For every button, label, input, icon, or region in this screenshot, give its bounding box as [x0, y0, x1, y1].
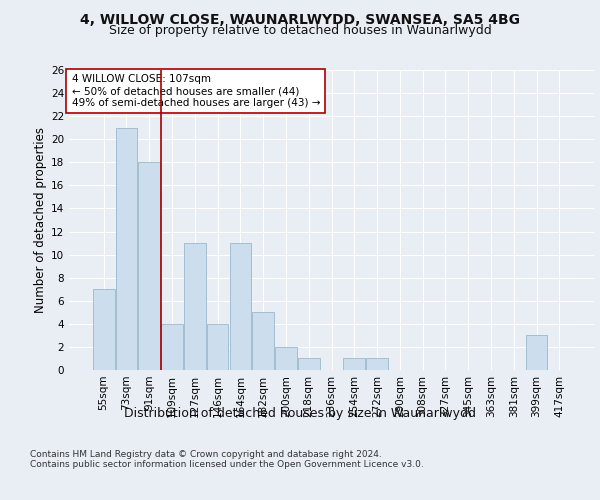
Bar — [207, 324, 229, 370]
Text: 4 WILLOW CLOSE: 107sqm
← 50% of detached houses are smaller (44)
49% of semi-det: 4 WILLOW CLOSE: 107sqm ← 50% of detached… — [71, 74, 320, 108]
Y-axis label: Number of detached properties: Number of detached properties — [34, 127, 47, 313]
Bar — [253, 312, 274, 370]
Bar — [116, 128, 137, 370]
Bar — [275, 347, 297, 370]
Bar — [230, 243, 251, 370]
Bar — [366, 358, 388, 370]
Text: Size of property relative to detached houses in Waunarlwydd: Size of property relative to detached ho… — [109, 24, 491, 37]
Bar — [139, 162, 160, 370]
Text: Distribution of detached houses by size in Waunarlwydd: Distribution of detached houses by size … — [124, 408, 476, 420]
Bar — [343, 358, 365, 370]
Text: Contains HM Land Registry data © Crown copyright and database right 2024.
Contai: Contains HM Land Registry data © Crown c… — [30, 450, 424, 469]
Bar — [93, 289, 115, 370]
Text: 4, WILLOW CLOSE, WAUNARLWYDD, SWANSEA, SA5 4BG: 4, WILLOW CLOSE, WAUNARLWYDD, SWANSEA, S… — [80, 12, 520, 26]
Bar — [298, 358, 320, 370]
Bar — [184, 243, 206, 370]
Bar — [526, 336, 547, 370]
Bar — [161, 324, 183, 370]
